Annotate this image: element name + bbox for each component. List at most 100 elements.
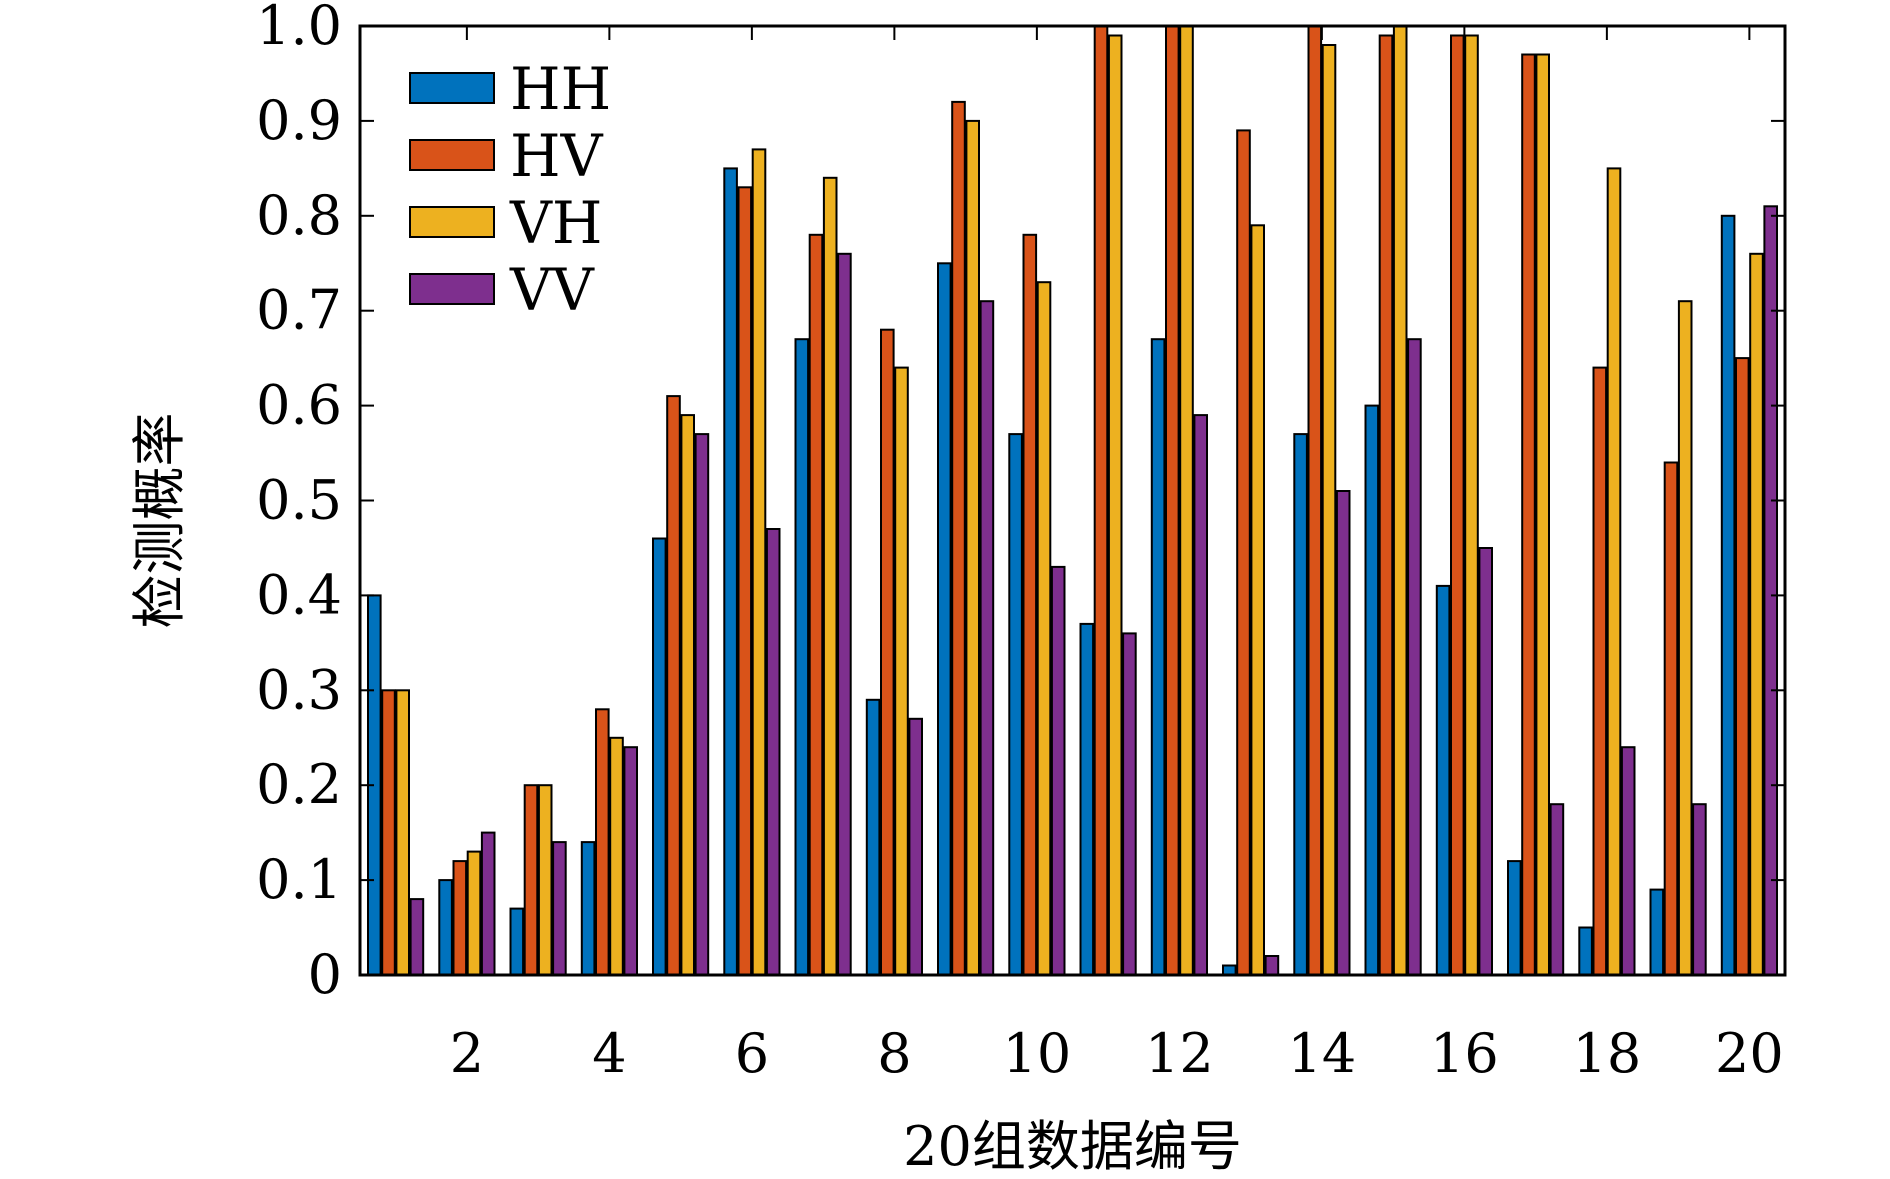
- bar-vh-5: [680, 414, 696, 977]
- y-tick-label: 0.4: [256, 563, 342, 626]
- bar-hv-15: [1378, 34, 1394, 976]
- bar-hv-1: [381, 689, 396, 976]
- bar-vv-7: [837, 252, 852, 977]
- bar-vh-14: [1321, 44, 1337, 976]
- x-tick-label: 2: [450, 1022, 484, 1085]
- bar-vh-4: [609, 736, 624, 977]
- bar-vh-17: [1535, 53, 1551, 976]
- x-tick-label: 20: [1715, 1022, 1784, 1085]
- x-tick-label: 16: [1430, 1022, 1499, 1085]
- bar-vh-11: [1107, 34, 1123, 976]
- x-tick-label: 6: [735, 1022, 769, 1085]
- bar-vh-20: [1749, 252, 1764, 977]
- x-tick-label: 18: [1573, 1022, 1642, 1085]
- bar-vv-3: [552, 841, 567, 976]
- bar-vh-2: [466, 850, 482, 976]
- bar-vh-16: [1464, 34, 1479, 976]
- bar-hv-9: [951, 100, 966, 976]
- bar-vv-11: [1122, 632, 1137, 977]
- y-tick-label: 0.7: [256, 279, 342, 342]
- bar-hv-4: [595, 708, 610, 976]
- legend-swatch-vh: [409, 206, 495, 238]
- legend-swatch-hv: [409, 139, 495, 171]
- bar-vv-14: [1335, 490, 1351, 976]
- bar-hh-19: [1649, 888, 1665, 976]
- bar-hv-12: [1165, 25, 1180, 976]
- ticks-layer: 0 0.1 0.2 0.3 0.4 0.5 0.6 0.7 0.8 0.9 1.0 2 4 6 8 10 12 1…: [256, 0, 1785, 1085]
- bars-layer: [367, 25, 1779, 977]
- bar-vv-17: [1549, 803, 1565, 977]
- bar-vh-15: [1392, 25, 1408, 976]
- y-tick-label: 0.9: [256, 89, 342, 152]
- bar-vv-20: [1763, 205, 1779, 977]
- bar-hv-3: [523, 784, 539, 977]
- bar-hh-18: [1578, 926, 1593, 976]
- bar-hv-18: [1592, 366, 1608, 977]
- bar-vh-6: [751, 148, 767, 976]
- bar-hv-20: [1735, 357, 1750, 977]
- legend-swatch-hh: [409, 72, 495, 104]
- x-tick-label: 14: [1288, 1022, 1357, 1085]
- bar-hh-4: [580, 841, 596, 976]
- bar-hv-16: [1450, 34, 1465, 976]
- bar-vh-9: [965, 119, 981, 976]
- bar-vh-19: [1677, 300, 1693, 976]
- bar-hh-10: [1008, 433, 1023, 977]
- bar-vh-18: [1606, 167, 1622, 976]
- bar-vv-13: [1264, 955, 1280, 976]
- bar-vv-19: [1692, 803, 1707, 977]
- bar-hv-14: [1307, 25, 1323, 976]
- x-axis-title: 20组数据编号: [903, 1115, 1242, 1178]
- bar-hh-8: [865, 698, 881, 976]
- bar-hv-2: [452, 860, 468, 976]
- legend-label-vh: VH: [509, 189, 602, 257]
- bar-hh-16: [1435, 584, 1451, 977]
- y-tick-label: 1.0: [256, 0, 342, 57]
- x-tick-label: 12: [1145, 1022, 1214, 1085]
- bar-hh-17: [1507, 860, 1522, 976]
- bar-hh-20: [1720, 214, 1736, 977]
- bar-hh-3: [509, 907, 525, 976]
- y-tick-label: 0: [308, 943, 342, 1006]
- y-tick-label: 0.1: [256, 848, 342, 911]
- bar-vh-13: [1250, 224, 1266, 977]
- bar-vv-9: [979, 300, 995, 976]
- bar-hv-19: [1663, 461, 1679, 976]
- bar-hv-7: [808, 233, 824, 977]
- bar-vh-8: [894, 366, 909, 977]
- bar-hh-12: [1150, 338, 1166, 976]
- bar-hv-17: [1521, 53, 1536, 976]
- bar-vv-2: [480, 831, 496, 976]
- bar-hh-11: [1079, 622, 1095, 977]
- bar-vv-16: [1478, 547, 1494, 976]
- bar-vv-5: [694, 433, 710, 977]
- bar-vv-12: [1193, 414, 1209, 977]
- bar-vv-8: [908, 717, 924, 976]
- y-tick-label: 0.6: [256, 374, 342, 437]
- bar-hv-5: [666, 395, 681, 977]
- bar-hh-6: [723, 167, 738, 976]
- legend-swatch-vv: [409, 273, 495, 305]
- bar-hh-15: [1364, 404, 1380, 977]
- x-tick-label: 10: [1003, 1022, 1072, 1085]
- bar-hv-8: [880, 328, 895, 976]
- legend-label-vv: VV: [509, 256, 595, 324]
- bar-hh-14: [1293, 433, 1308, 977]
- y-tick-label: 0.2: [256, 753, 342, 816]
- bar-vv-15: [1407, 338, 1422, 976]
- y-axis-title: 检测概率: [128, 413, 191, 629]
- bar-hh-2: [438, 879, 453, 976]
- bar-vh-3: [537, 784, 553, 977]
- bar-vh-1: [395, 689, 410, 976]
- legend-label-hh: HH: [510, 55, 611, 123]
- bar-hh-9: [937, 262, 952, 977]
- y-tick-label: 0.8: [256, 184, 342, 247]
- y-tick-label: 0.3: [256, 658, 342, 721]
- bar-hv-6: [737, 186, 753, 977]
- y-tick-label: 0.5: [256, 469, 342, 532]
- bar-vh-10: [1036, 281, 1052, 976]
- bar-vh-12: [1179, 25, 1194, 976]
- bar-vv-10: [1050, 565, 1066, 977]
